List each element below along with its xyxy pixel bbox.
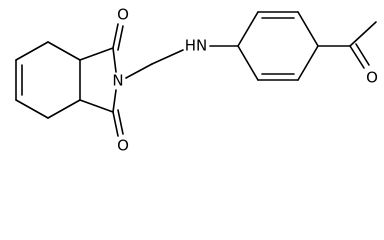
atom-label: O [117,137,129,155]
atom-label: O [117,6,129,24]
atom-label: N [112,72,123,90]
atom-label: HN [185,37,208,55]
bonds [15,11,377,137]
structure-diagram: O N O HN O [15,6,378,155]
atom-label: O [366,69,378,87]
